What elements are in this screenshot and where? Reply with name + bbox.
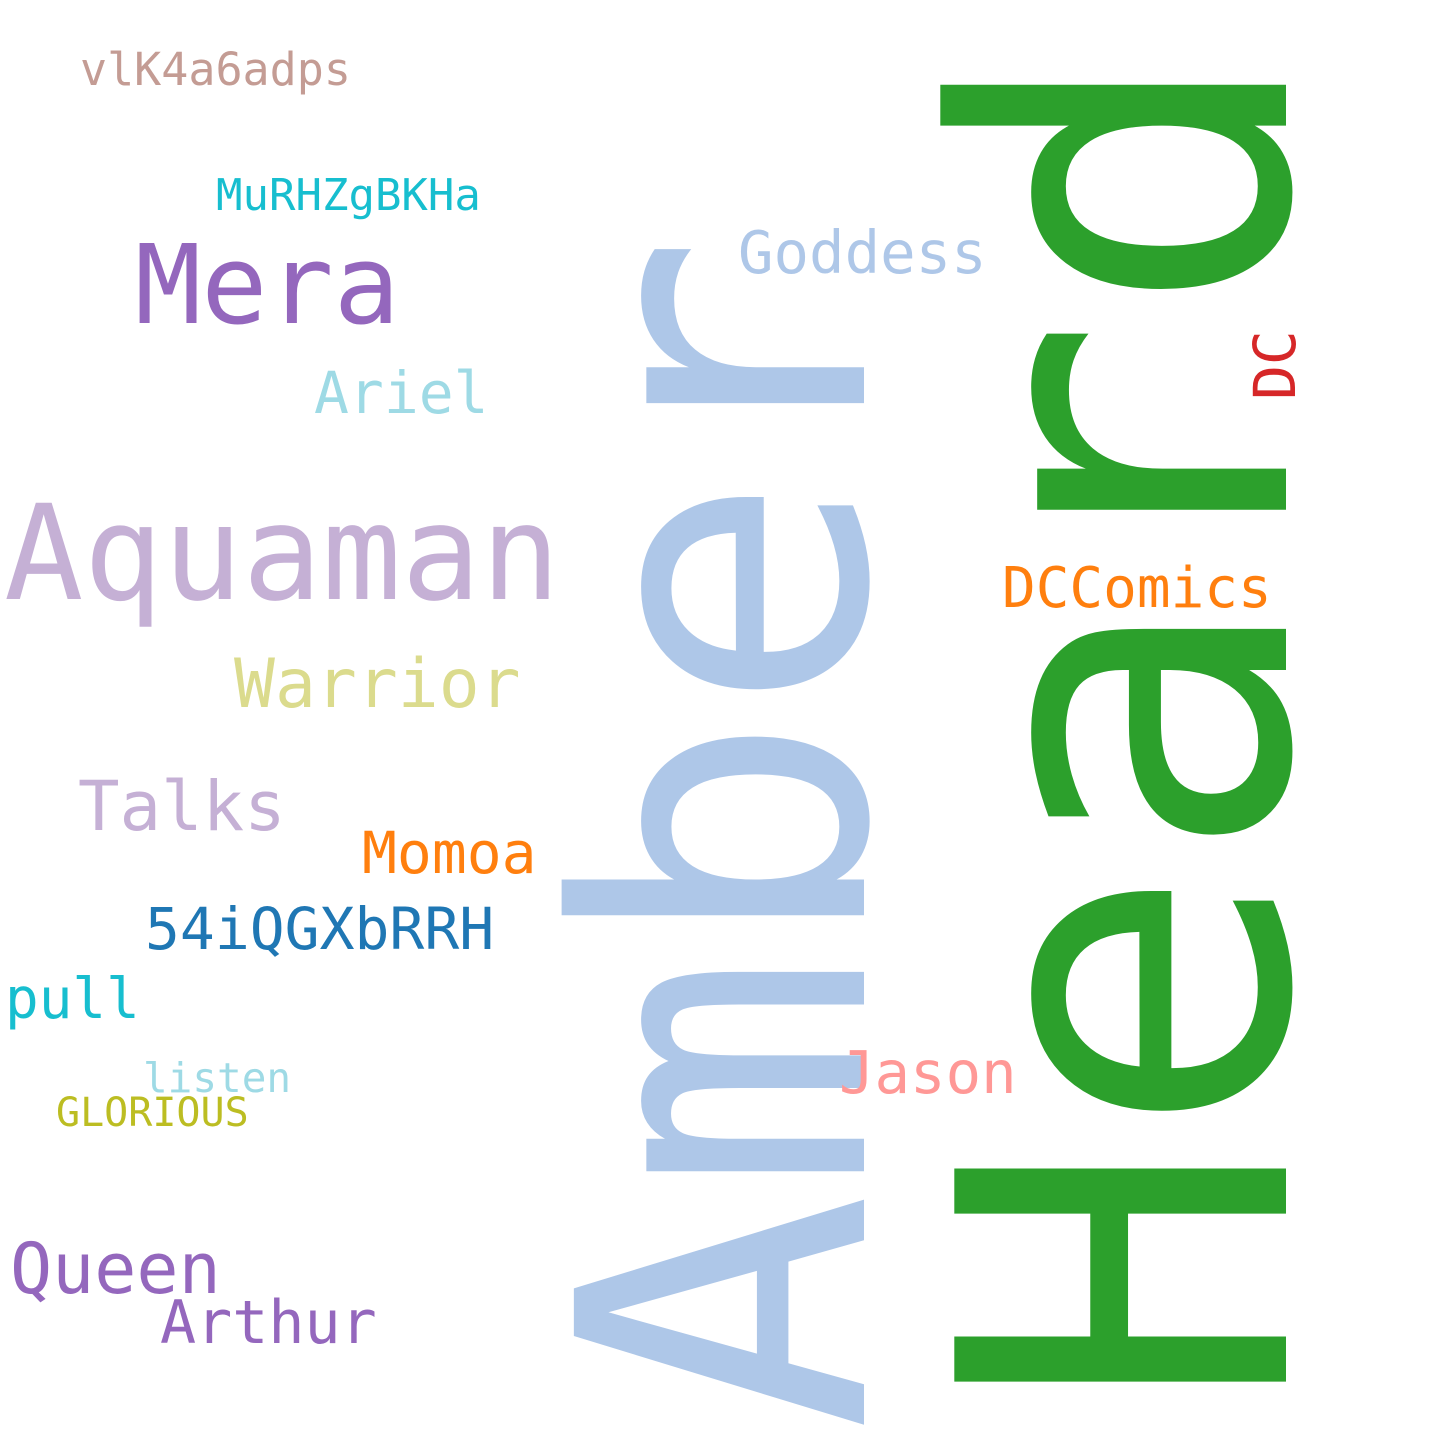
word-arthur: Arthur — [160, 1288, 377, 1358]
word-pull: pull — [5, 967, 140, 1032]
word-queen: Queen — [10, 1228, 221, 1310]
word-dc: DC — [1241, 330, 1309, 400]
word-listen: listen — [143, 1054, 292, 1102]
word-glorious: GLORIOUS — [56, 1090, 249, 1136]
word-mera: Mera — [135, 221, 400, 349]
word-talks: Talks — [78, 767, 286, 847]
word-jason: Jason — [839, 1038, 1017, 1107]
word-momoa: Momoa — [362, 819, 537, 887]
word-dccomics: DCComics — [1002, 556, 1272, 621]
word-goddess: Goddess — [738, 218, 987, 287]
word-54iqgxbrrh: 54iQGXbRRH — [145, 895, 495, 963]
word-ariel: Ariel — [314, 359, 489, 427]
word-aquaman: Aquaman — [4, 477, 561, 631]
word-warrior: Warrior — [234, 645, 521, 724]
word-vlk4a6adps: vlK4a6adps — [80, 43, 351, 96]
word-murhzgbkha: MuRHZgBKHa — [216, 170, 481, 221]
